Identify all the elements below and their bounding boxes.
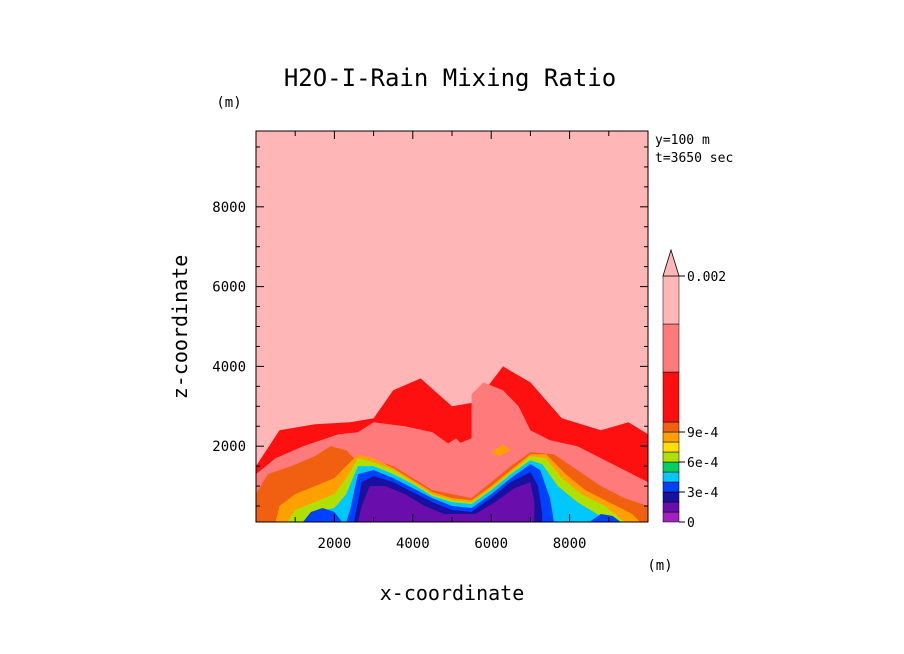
x-tick-label: 4000 <box>396 536 430 552</box>
colorbar-label: 0 <box>687 516 695 531</box>
colorbar-swatch <box>662 441 680 453</box>
contour-plot-area <box>255 130 649 523</box>
colorbar-swatch <box>662 451 680 463</box>
colorbar-label: 3e-4 <box>687 486 718 501</box>
x-tick-label: 6000 <box>474 536 508 552</box>
y-tick-label: 4000 <box>212 359 246 375</box>
colorbar-swatch <box>662 471 680 483</box>
colorbar-swatch <box>662 511 680 523</box>
y-tick-label: 8000 <box>212 200 246 216</box>
x-tick-label: 2000 <box>318 536 352 552</box>
y-axis-label: z-coordinate <box>168 255 192 400</box>
info-line-2: t=3650 sec <box>655 151 733 166</box>
y-tick-label: 2000 <box>212 439 246 455</box>
colorbar-swatch <box>662 461 680 473</box>
contour-region-8 <box>357 482 535 522</box>
chart-title: H2O-I-Rain Mixing Ratio <box>284 64 616 92</box>
colorbar-extend-arrow <box>662 248 680 277</box>
y-unit-label: (m) <box>216 95 241 111</box>
colorbar-swatch <box>662 275 680 325</box>
x-tick-label: 8000 <box>553 536 587 552</box>
y-tick-label: 6000 <box>212 280 246 296</box>
colorbar-swatch <box>662 371 680 423</box>
contour-region-13 <box>491 444 511 457</box>
colorbar-swatch <box>662 323 680 373</box>
colorbar-swatch <box>662 421 680 433</box>
x-unit-label: (m) <box>647 558 672 574</box>
colorbar-label: 0.002 <box>687 270 726 285</box>
contour-region-12 <box>373 434 390 443</box>
contour-region-9 <box>303 508 343 522</box>
colorbar-swatch <box>662 501 680 513</box>
colorbar-label: 6e-4 <box>687 456 718 471</box>
colorbar: 0 3e-4 6e-4 9e-4 0.002 <box>662 248 726 531</box>
colorbar-swatch <box>662 481 680 493</box>
info-line-1: y=100 m <box>655 133 710 148</box>
colorbar-swatch <box>662 491 680 503</box>
x-axis-label: x-coordinate <box>380 581 525 605</box>
colorbar-label: 9e-4 <box>687 426 718 441</box>
colorbar-swatch <box>662 431 680 443</box>
contour-region-11 <box>444 438 464 453</box>
contour-region-10 <box>589 514 621 522</box>
